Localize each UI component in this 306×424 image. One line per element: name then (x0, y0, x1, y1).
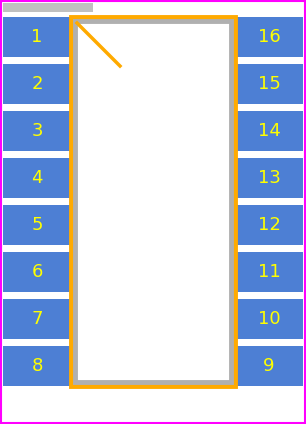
Bar (3, 346, 71, 386)
Bar (3, 299, 71, 339)
Bar (71, 17, 235, 386)
Text: 16: 16 (258, 28, 280, 46)
Text: 9: 9 (263, 357, 275, 375)
Text: 5: 5 (31, 216, 43, 234)
Bar (3, 158, 71, 198)
Bar (235, 158, 303, 198)
Text: 14: 14 (258, 122, 280, 140)
Bar (235, 252, 303, 292)
Text: 10: 10 (258, 310, 280, 328)
Bar (3, 17, 71, 57)
Text: 1: 1 (31, 28, 43, 46)
Bar (3, 205, 71, 245)
Text: 2: 2 (31, 75, 43, 93)
Text: 15: 15 (258, 75, 280, 93)
Text: 13: 13 (258, 169, 280, 187)
Bar (235, 299, 303, 339)
Bar (75, 21, 231, 382)
Bar (3, 3, 93, 12)
Text: 6: 6 (31, 263, 43, 281)
Text: 3: 3 (31, 122, 43, 140)
Text: 12: 12 (258, 216, 280, 234)
Bar (3, 252, 71, 292)
Bar (235, 205, 303, 245)
Text: 8: 8 (31, 357, 43, 375)
Bar (3, 64, 71, 104)
Bar (235, 111, 303, 151)
Bar (235, 17, 303, 57)
Bar (3, 111, 71, 151)
Text: 11: 11 (258, 263, 280, 281)
Text: 4: 4 (31, 169, 43, 187)
Bar (235, 346, 303, 386)
Bar (235, 64, 303, 104)
Text: 7: 7 (31, 310, 43, 328)
